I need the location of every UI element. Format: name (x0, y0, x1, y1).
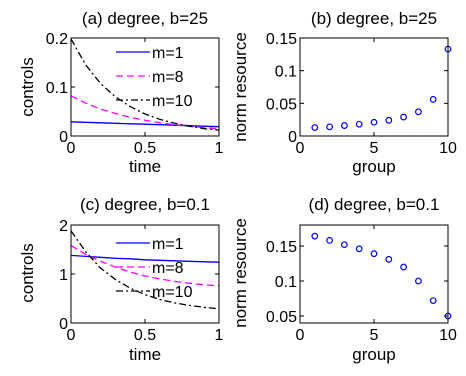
ytick-label: 0.1 (275, 274, 297, 291)
xtick-label: 0.5 (134, 140, 156, 157)
data-point (326, 236, 334, 244)
panel-b-plot-area (311, 45, 452, 131)
panel-c-legend: m=1 m=8 m=10 (116, 236, 193, 301)
xtick-label: 10 (439, 140, 457, 157)
panel-a-ticks: 0 0.5 1 0 0.1 0.2 (46, 31, 224, 157)
panel-c-ylabel: controls (18, 243, 37, 303)
panel-c-title: (c) degree, b=0.1 (80, 195, 210, 214)
panel-b: (b) degree, b=25 group norm resource 0 5 1… (231, 9, 457, 176)
ytick-label: 0.05 (266, 309, 297, 326)
ytick-label: 1 (59, 267, 68, 284)
panel-c-plot-area (70, 230, 220, 310)
panel-a-frame (70, 37, 220, 137)
panel-d-plot-area (311, 232, 452, 320)
panel-c: (c) degree, b=0.1 time controls 0 0.5 1 0 1 2… (18, 195, 224, 364)
data-point (429, 297, 437, 305)
panel-b-title: (b) degree, b=25 (311, 9, 437, 28)
panel-c-xlabel: time (129, 345, 161, 364)
ytick-label: 0.05 (266, 96, 297, 113)
data-point (370, 250, 378, 258)
series-line-m1 (70, 254, 220, 263)
legend-label-m1: m=1 (152, 236, 184, 253)
panel-a: (a) degree, b=25 time controls 0 0.5 1 0 0.1… (18, 9, 224, 176)
data-point (400, 113, 408, 121)
panel-d-title: (d) degree, b=0.1 (309, 195, 440, 214)
data-point (385, 116, 393, 124)
panel-b-xlabel: group (352, 157, 395, 176)
xtick-label: 0.5 (134, 327, 156, 344)
series-line-m10 (70, 38, 220, 131)
data-point (341, 241, 348, 249)
ytick-label: 0.1 (46, 80, 68, 97)
legend-label-m10: m=10 (152, 284, 193, 301)
ytick-label: 0 (288, 129, 297, 146)
data-point (311, 124, 319, 131)
panel-a-xlabel: time (129, 157, 161, 176)
ytick-label: 0.1 (275, 64, 297, 81)
series-line-m10 (70, 230, 220, 310)
data-point (385, 255, 393, 263)
data-point (355, 120, 363, 128)
ytick-label: 0.2 (46, 31, 68, 48)
data-point (429, 96, 437, 103)
xtick-label: 10 (439, 327, 457, 344)
data-point (326, 123, 334, 131)
data-point (341, 122, 348, 129)
ytick-label: 0 (59, 316, 68, 333)
legend-label-m10: m=10 (152, 93, 193, 110)
panel-b-ticks: 0 5 10 0 0.05 0.1 0.15 (266, 31, 457, 157)
panel-d-frame (299, 224, 449, 324)
series-line-m1 (70, 121, 220, 128)
xtick-label: 1 (215, 327, 224, 344)
panel-a-title: (a) degree, b=25 (82, 9, 208, 28)
panel-d-xlabel: group (352, 345, 395, 364)
panel-c-ticks: 0 0.5 1 0 1 2 (59, 218, 223, 344)
series-line-m8 (70, 95, 220, 130)
panel-d-ticks: 0 5 10 0.05 0.1 0.15 (266, 225, 457, 344)
legend-label-m8: m=8 (152, 260, 184, 277)
legend-label-m8: m=8 (152, 69, 184, 86)
legend-label-m1: m=1 (152, 45, 184, 62)
data-point (415, 108, 422, 116)
data-point (400, 263, 408, 271)
ytick-label: 0.15 (266, 31, 297, 48)
data-point (415, 277, 422, 285)
ytick-label: 0 (59, 129, 68, 146)
data-point (311, 232, 319, 240)
ytick-label: 0.15 (266, 239, 297, 256)
series-line-m8 (70, 245, 220, 287)
panel-b-ylabel: norm resource (231, 32, 250, 142)
panel-a-legend: m=1 m=8 m=10 (116, 45, 193, 110)
xtick-label: 0 (296, 140, 305, 157)
xtick-label: 1 (215, 140, 224, 157)
xtick-label: 0 (67, 140, 76, 157)
panel-a-ylabel: controls (18, 57, 37, 117)
xtick-label: 0 (67, 327, 76, 344)
ytick-label: 2 (59, 218, 68, 235)
panel-d-ylabel: norm resource (231, 218, 250, 328)
panel-c-frame (70, 224, 220, 324)
xtick-label: 5 (370, 140, 379, 157)
panel-b-frame (299, 37, 449, 137)
xtick-label: 0 (296, 327, 305, 344)
panel-a-plot-area (70, 38, 220, 131)
xtick-label: 5 (370, 327, 379, 344)
data-point (370, 118, 378, 126)
panel-d: (d) degree, b=0.1 group norm resource 0 5… (231, 195, 457, 364)
data-point (355, 245, 363, 253)
